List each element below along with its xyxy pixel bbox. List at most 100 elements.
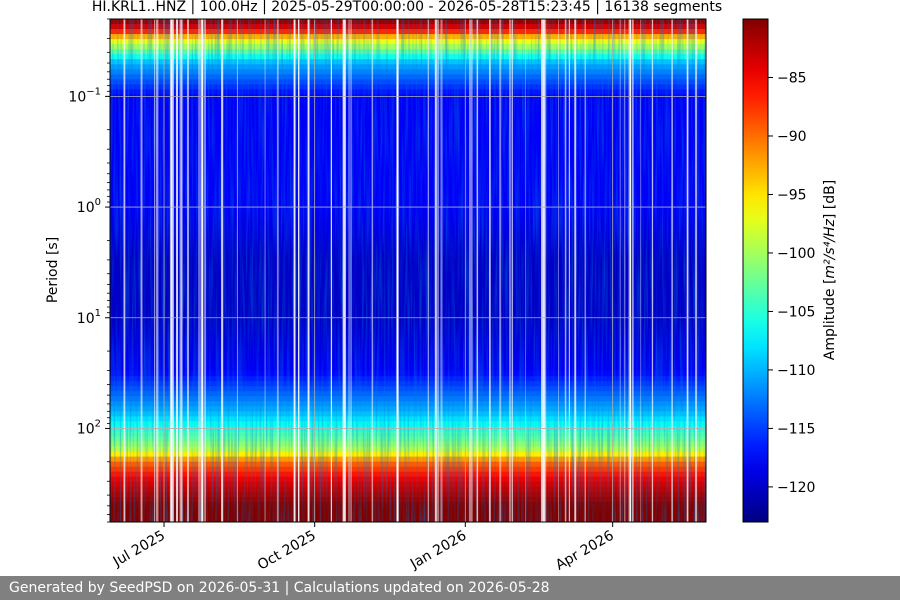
data-gap	[499, 19, 502, 522]
data-gap	[558, 19, 559, 522]
data-gap	[140, 19, 143, 522]
data-gap	[632, 19, 634, 522]
y-tick-base: 10	[77, 200, 95, 216]
colorbar-label-suffix: ] [dB]	[822, 180, 838, 219]
data-gap	[307, 19, 310, 522]
data-gap	[511, 19, 513, 522]
x-tick-label: Oct 2025	[255, 528, 319, 574]
data-gap	[509, 19, 512, 522]
data-gap	[198, 19, 200, 522]
x-tick-label: Jul 2025	[110, 528, 168, 571]
data-gap	[156, 19, 159, 522]
data-gap	[172, 19, 174, 522]
data-gap	[584, 19, 586, 522]
y-tick-exponent: −1	[86, 86, 101, 97]
y-tick-exponent: 0	[95, 197, 101, 208]
colorbar-tick-label: −95	[777, 187, 807, 203]
y-tick-label: 102	[77, 418, 101, 437]
y-tick-label: 100	[77, 197, 101, 216]
y-tick-base: 10	[68, 89, 86, 105]
data-gap	[156, 19, 157, 522]
footer-bar: Generated by SeedPSD on 2026-05-31 | Cal…	[0, 576, 900, 600]
data-gap	[440, 19, 442, 522]
data-gap	[544, 19, 547, 522]
x-tick-label: Jan 2026	[407, 528, 469, 573]
y-tick-label: 10−1	[68, 86, 101, 105]
data-gap	[434, 19, 437, 522]
data-gap	[437, 19, 439, 522]
data-gap	[671, 19, 673, 522]
data-gap	[293, 19, 296, 522]
data-gap	[221, 19, 224, 522]
y-tick-exponent: 2	[95, 418, 101, 429]
data-gap	[154, 19, 156, 522]
data-gap	[176, 19, 178, 522]
y-axis-label: Period [s]	[45, 237, 61, 303]
data-gap	[236, 19, 238, 522]
data-gap	[179, 19, 181, 522]
colorbar-tick-label: −105	[777, 304, 815, 320]
y-tick-exponent: 1	[95, 308, 101, 319]
data-gap	[489, 19, 491, 522]
footer-text: Generated by SeedPSD on 2026-05-31 | Cal…	[9, 580, 550, 596]
spectrogram-plot	[110, 19, 706, 522]
data-gap	[619, 19, 621, 522]
data-gap	[476, 19, 479, 522]
plot-frame	[109, 18, 707, 523]
data-gap	[170, 19, 173, 522]
data-gap	[276, 19, 279, 522]
data-gap	[541, 19, 543, 522]
data-gaps	[123, 19, 698, 522]
data-gap	[441, 19, 443, 522]
data-gap	[564, 19, 567, 522]
data-gap	[123, 19, 126, 522]
x-tick-label: Apr 2026	[553, 528, 617, 574]
data-gap	[350, 19, 352, 522]
data-gap	[525, 19, 526, 522]
y-tick-label: 101	[77, 308, 101, 327]
data-gap	[651, 19, 654, 522]
data-gap	[371, 19, 374, 522]
data-gap	[298, 19, 300, 522]
colorbar-label: Amplitude [m²/s⁴/Hz] [dB]	[822, 180, 838, 360]
colorbar-axis: −85 −90 −95 −100 −105 −110 −115 −120	[768, 70, 815, 496]
data-gap	[204, 19, 206, 522]
y-tick-base: 10	[77, 421, 95, 437]
data-gap	[624, 19, 626, 522]
colorbar-tick-label: −115	[777, 421, 815, 437]
data-gap	[543, 19, 545, 522]
data-gap	[330, 19, 332, 522]
data-gap	[396, 19, 399, 522]
data-gap	[427, 19, 429, 522]
data-gap	[200, 19, 203, 522]
data-gap	[499, 19, 500, 522]
data-gap	[630, 19, 632, 522]
colorbar-label-units: m²/s⁴/Hz	[822, 218, 838, 278]
grid-lines	[110, 19, 706, 522]
data-gap	[640, 19, 642, 522]
data-gap	[574, 19, 577, 522]
data-gap	[180, 19, 183, 522]
data-gap	[169, 19, 171, 522]
data-gap	[345, 19, 346, 522]
data-gap	[176, 19, 178, 522]
data-gap	[471, 19, 473, 522]
data-gap	[686, 19, 689, 522]
colorbar-tick-label: −100	[777, 246, 815, 262]
data-gap	[469, 19, 472, 522]
y-tick-base: 10	[77, 311, 95, 327]
colorbar	[742, 18, 769, 523]
x-axis: Jul 2025 Oct 2025 Jan 2026 Apr 2026	[110, 522, 617, 574]
data-gap	[348, 19, 350, 522]
colorbar-label-prefix: Amplitude [	[822, 279, 838, 361]
data-gap	[343, 19, 346, 522]
data-gap	[264, 19, 266, 522]
colorbar-tick-label: −120	[777, 480, 815, 496]
colorbar-tick-label: −90	[777, 129, 807, 145]
colorbar-tick-label: −85	[777, 70, 807, 86]
data-gap	[187, 19, 189, 522]
data-gap	[628, 19, 631, 522]
chart-title: HI.KRL1..HNZ | 100.0Hz | 2025-05-29T00:0…	[92, 0, 722, 15]
data-gap	[695, 19, 698, 522]
